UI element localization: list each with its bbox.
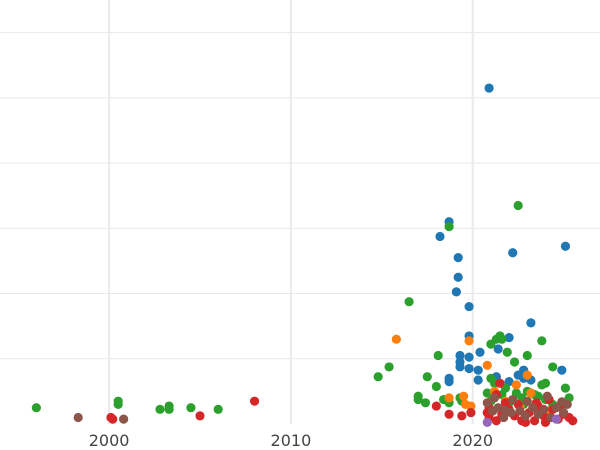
data-point: [119, 414, 129, 424]
x-tick-label: 2010: [271, 431, 312, 450]
data-point: [453, 272, 463, 282]
data-points: [31, 83, 578, 427]
data-point: [522, 396, 532, 406]
data-point: [391, 334, 401, 344]
data-point: [509, 357, 520, 367]
data-point: [213, 404, 223, 414]
data-point: [489, 393, 500, 403]
data-point: [108, 414, 118, 424]
x-axis-ticks: 2000 2010 2020: [89, 431, 493, 450]
data-point: [482, 388, 492, 398]
data-point: [113, 399, 123, 410]
data-point: [455, 362, 465, 372]
data-point: [551, 403, 561, 413]
data-point: [444, 377, 454, 387]
data-point: [464, 301, 474, 312]
data-point: [455, 350, 465, 361]
data-point: [548, 362, 558, 372]
data-point: [495, 378, 505, 388]
data-point: [431, 401, 441, 411]
grid: [0, 0, 600, 424]
data-point: [520, 411, 531, 421]
data-point: [540, 378, 551, 388]
data-point: [528, 403, 538, 413]
data-point: [508, 394, 518, 405]
data-point: [508, 248, 518, 258]
data-point: [444, 409, 454, 419]
data-point: [560, 383, 571, 393]
data-point: [186, 403, 196, 413]
data-point: [482, 360, 492, 370]
data-point: [559, 407, 569, 418]
data-point: [466, 401, 476, 411]
data-point: [482, 398, 492, 408]
data-point: [560, 241, 571, 251]
data-point: [520, 417, 531, 427]
data-point: [537, 336, 547, 346]
data-point: [473, 375, 483, 385]
data-point: [493, 403, 503, 413]
data-point: [466, 407, 476, 418]
x-tick-label: 2020: [452, 431, 493, 450]
data-point: [473, 365, 483, 375]
data-point: [484, 83, 494, 93]
data-point: [526, 318, 536, 328]
data-point: [526, 388, 536, 398]
data-point: [475, 347, 485, 357]
data-point: [164, 404, 174, 414]
data-point: [493, 344, 503, 354]
data-point: [249, 396, 260, 406]
data-point: [495, 331, 505, 341]
data-point: [522, 350, 532, 361]
data-point: [457, 411, 467, 421]
data-point: [73, 412, 83, 423]
data-point: [453, 253, 463, 263]
data-point: [155, 404, 165, 414]
data-point: [420, 398, 431, 408]
data-point: [557, 397, 567, 407]
data-point: [422, 372, 432, 382]
data-point: [435, 231, 445, 242]
data-point: [491, 416, 501, 426]
data-point: [502, 347, 512, 357]
data-point: [500, 405, 511, 415]
data-point: [557, 365, 567, 375]
data-point: [464, 336, 474, 346]
data-point: [195, 411, 205, 421]
data-point: [504, 332, 514, 343]
data-point: [551, 414, 561, 424]
data-point: [404, 297, 414, 307]
data-point: [464, 363, 474, 374]
data-point: [464, 352, 474, 362]
data-point: [384, 362, 394, 372]
data-point: [451, 287, 461, 297]
data-point: [444, 222, 454, 232]
data-point: [31, 403, 41, 413]
data-point: [499, 412, 509, 423]
x-tick-label: 2000: [89, 431, 130, 450]
data-point: [539, 404, 549, 414]
data-point: [444, 393, 454, 403]
data-point: [522, 370, 532, 380]
data-point: [433, 350, 443, 361]
data-point: [431, 381, 441, 392]
data-point: [513, 200, 523, 211]
data-point: [459, 391, 469, 401]
data-point: [373, 372, 383, 382]
data-point: [542, 391, 552, 401]
data-point: [482, 417, 492, 427]
data-point: [511, 380, 521, 390]
data-point: [568, 416, 578, 426]
data-point: [413, 394, 423, 405]
